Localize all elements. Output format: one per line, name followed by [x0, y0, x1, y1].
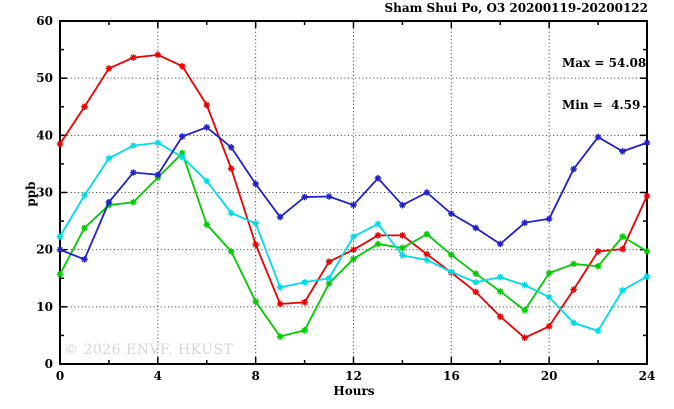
plot-frame [59, 20, 648, 365]
x-tick-label: 4 [154, 369, 162, 383]
y-tick-label: 20 [36, 243, 53, 257]
max-min-annotation: Max = 54.08 Min = 4.59 [562, 28, 646, 140]
y-tick-label: 60 [36, 14, 53, 28]
max-value-label: Max = 54.08 [562, 56, 647, 70]
y-tick-label: 30 [36, 186, 53, 200]
x-axis-label: Hours [333, 384, 375, 398]
series-markers-cyan [56, 139, 651, 335]
x-tick-label: 8 [251, 369, 259, 383]
x-tick-label: 20 [541, 369, 558, 383]
x-tick-label: 12 [345, 369, 362, 383]
x-tick-label: 0 [56, 369, 64, 383]
y-tick-label: 10 [36, 300, 53, 314]
y-tick-label: 50 [36, 71, 53, 85]
y-axis-label: ppb [24, 181, 38, 207]
x-tick-label: 24 [639, 369, 656, 383]
y-tick-label: 40 [36, 128, 53, 142]
x-tick-label: 16 [443, 369, 460, 383]
watermark-text: © 2026 ENVF, HKUST [64, 342, 234, 358]
min-value-label: Min = 4.59 [562, 98, 641, 112]
chart-title: Sham Shui Po, O3 20200119-20200122 [384, 1, 648, 15]
y-tick-label: 0 [45, 357, 53, 371]
series-markers-blue [56, 124, 651, 263]
